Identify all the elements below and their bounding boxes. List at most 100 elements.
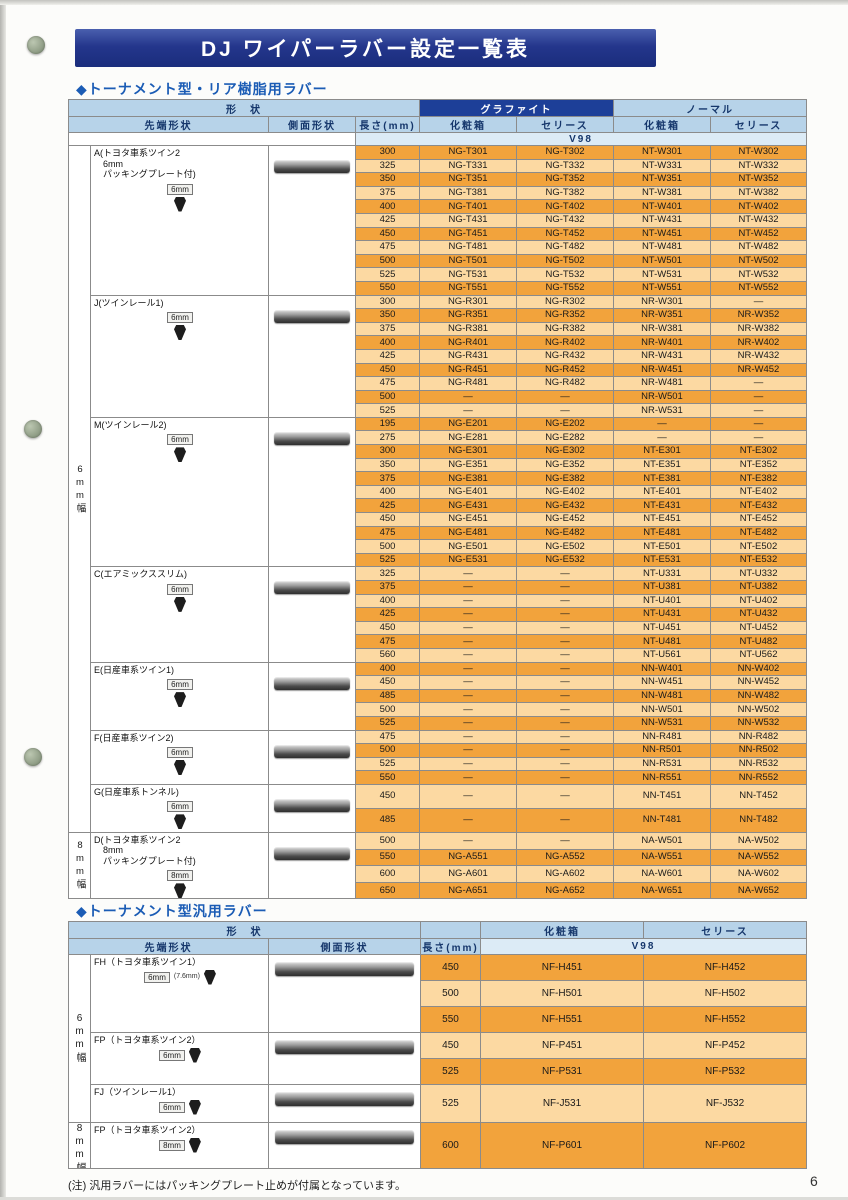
part-number-cell: NG-R352 bbox=[516, 308, 614, 323]
part-number-cell: NF-P601 bbox=[480, 1122, 645, 1169]
length-cell: 600 bbox=[420, 1122, 482, 1169]
part-number-cell: NN-R482 bbox=[710, 729, 807, 745]
part-number-cell: NR-W382 bbox=[710, 321, 807, 337]
part-number-cell: NT-W402 bbox=[710, 199, 807, 214]
part-number-cell: — bbox=[710, 376, 807, 391]
length-cell: 500 bbox=[355, 702, 420, 717]
part-number-cell: NT-E431 bbox=[613, 498, 711, 514]
tip-type-label: J(ツインレール1) bbox=[94, 297, 164, 308]
part-number-cell: NN-W532 bbox=[710, 715, 807, 731]
header-cell: 先端形状 bbox=[68, 938, 269, 955]
part-number-cell: — bbox=[419, 675, 517, 690]
table-row: 475 NG-T481 NG-T482 NT-W481 NT-W482 bbox=[69, 240, 807, 255]
part-number-cell: NN-T452 bbox=[710, 783, 807, 809]
length-cell: 195 bbox=[355, 416, 420, 432]
side-profile-cell bbox=[267, 1032, 422, 1085]
tip-profile-glyph bbox=[174, 196, 186, 212]
part-number-cell: — bbox=[419, 715, 517, 731]
tip-profile-glyph bbox=[174, 760, 186, 776]
part-number-cell: NG-R481 bbox=[419, 376, 517, 391]
part-number-cell: — bbox=[516, 389, 614, 405]
part-number-cell: — bbox=[516, 580, 614, 595]
part-number-cell: NA-W502 bbox=[710, 831, 807, 850]
part-number-cell: NT-W532 bbox=[710, 267, 807, 282]
header-cell: グラファイト bbox=[419, 99, 614, 117]
part-number-cell: — bbox=[516, 593, 614, 609]
part-number-cell: — bbox=[516, 715, 614, 731]
part-number-cell: NG-T381 bbox=[419, 185, 517, 201]
length-cell: 450 bbox=[355, 226, 420, 242]
part-number-cell: NT-E401 bbox=[613, 484, 711, 500]
length-cell: 500 bbox=[355, 539, 420, 554]
part-number-cell: NG-R482 bbox=[516, 376, 614, 391]
part-number-cell: — bbox=[710, 403, 807, 418]
header-cell: 長さ(mm) bbox=[420, 938, 482, 955]
part-number-cell: NA-W501 bbox=[613, 831, 711, 850]
part-number-cell: NA-W602 bbox=[710, 865, 807, 883]
length-cell: 350 bbox=[355, 457, 420, 473]
tip-type-label: F(日産車系ツイン2) bbox=[94, 732, 174, 743]
table-row: FP（トヨタ車系ツイン2） 6mm 450 NF-P451 NF-P452 bbox=[69, 1032, 808, 1085]
general-rubber-table: 形 状 化粧箱 セリース 先端形状 側面形状 長さ(mm) V98 6mm幅 FH（トヨタ車系ツ… bbox=[67, 921, 808, 1169]
part-number-cell: NR-W452 bbox=[710, 362, 807, 378]
rubber-width-tag: 6mm bbox=[159, 1049, 185, 1061]
side-profile-image bbox=[275, 1130, 415, 1144]
tip-type-label: FP（トヨタ車系ツイン2） bbox=[94, 1035, 201, 1045]
length-cell: 475 bbox=[355, 525, 420, 541]
part-number-cell: NT-W431 bbox=[613, 212, 711, 228]
tip-type-label: FH（トヨタ車系ツイン1） bbox=[94, 957, 202, 967]
part-number-cell: NG-E282 bbox=[516, 430, 614, 446]
part-number-cell: NR-W401 bbox=[613, 335, 711, 350]
section-heading-rear-resin: ◆トーナメント型・リア樹脂用ラバー bbox=[76, 81, 328, 97]
part-number-cell: — bbox=[516, 688, 614, 704]
part-number-cell: NN-W481 bbox=[613, 688, 711, 704]
rubber-width-tag: 6mm bbox=[167, 747, 193, 759]
part-number-cell: NT-E352 bbox=[710, 457, 807, 473]
length-cell: 525 bbox=[420, 1058, 482, 1085]
part-number-cell: NG-T401 bbox=[419, 199, 517, 214]
length-cell: 500 bbox=[355, 389, 420, 405]
part-number-cell: NT-W332 bbox=[710, 158, 807, 174]
part-number-cell: NR-W451 bbox=[613, 362, 711, 378]
table-row: 8mm幅 FP（トヨタ車系ツイン2） 8mm 600 NF-P601 NF-P602 bbox=[68, 1122, 808, 1169]
tip-profile-glyph bbox=[188, 1137, 201, 1153]
length-cell: 425 bbox=[355, 498, 420, 514]
length-cell: 550 bbox=[420, 1006, 482, 1033]
rubber-width-tag: 8mm bbox=[159, 1139, 185, 1151]
part-number-cell: — bbox=[710, 389, 807, 405]
part-number-cell: NN-W502 bbox=[710, 702, 807, 717]
tip-profile-glyph bbox=[203, 969, 216, 985]
part-number-cell: — bbox=[516, 729, 614, 745]
part-number-cell: NG-R381 bbox=[419, 321, 517, 337]
length-cell: 475 bbox=[355, 729, 420, 745]
length-cell: 425 bbox=[355, 212, 420, 228]
part-number-cell: — bbox=[419, 743, 517, 758]
part-number-cell: — bbox=[419, 702, 517, 717]
part-number-cell: NN-T481 bbox=[613, 807, 711, 833]
part-number-cell: NG-E532 bbox=[516, 552, 614, 568]
part-number-cell: NR-W352 bbox=[710, 308, 807, 323]
tip-shape-icon: 6mm bbox=[94, 679, 266, 708]
tip-shape-icon: 6mm bbox=[94, 801, 266, 830]
part-number-cell: NG-T382 bbox=[516, 185, 614, 201]
table-row: 525 NF-P531 NF-P532 bbox=[69, 1058, 808, 1085]
part-number-cell: NT-E501 bbox=[613, 539, 711, 554]
side-profile-cell bbox=[268, 294, 356, 418]
part-number-cell: NG-E201 bbox=[419, 416, 517, 432]
tip-shape-icon: 8mm bbox=[94, 870, 266, 898]
length-cell: 550 bbox=[355, 280, 420, 296]
tip-shape-cell: M(ツインレール2) 6mm bbox=[90, 416, 269, 568]
side-profile-cell bbox=[267, 1084, 422, 1123]
header-cell bbox=[420, 921, 482, 939]
tip-shape-icon: 6mm bbox=[94, 747, 266, 776]
part-number-cell: NG-R301 bbox=[419, 294, 517, 310]
part-number-cell: NG-A551 bbox=[419, 848, 517, 867]
footnote: (注) 汎用ラバーにはパッキングプレート止めが付属となっています。 bbox=[68, 1180, 406, 1192]
rubber-width-tag: 6mm bbox=[167, 312, 193, 324]
part-number-cell: NG-T532 bbox=[516, 267, 614, 282]
length-cell: 300 bbox=[355, 145, 420, 160]
part-number-cell: NT-E482 bbox=[710, 525, 807, 541]
header-cell: 形 状 bbox=[68, 99, 420, 117]
part-number-cell: NT-E382 bbox=[710, 471, 807, 486]
tip-shape-icon: 6mm bbox=[94, 312, 266, 341]
